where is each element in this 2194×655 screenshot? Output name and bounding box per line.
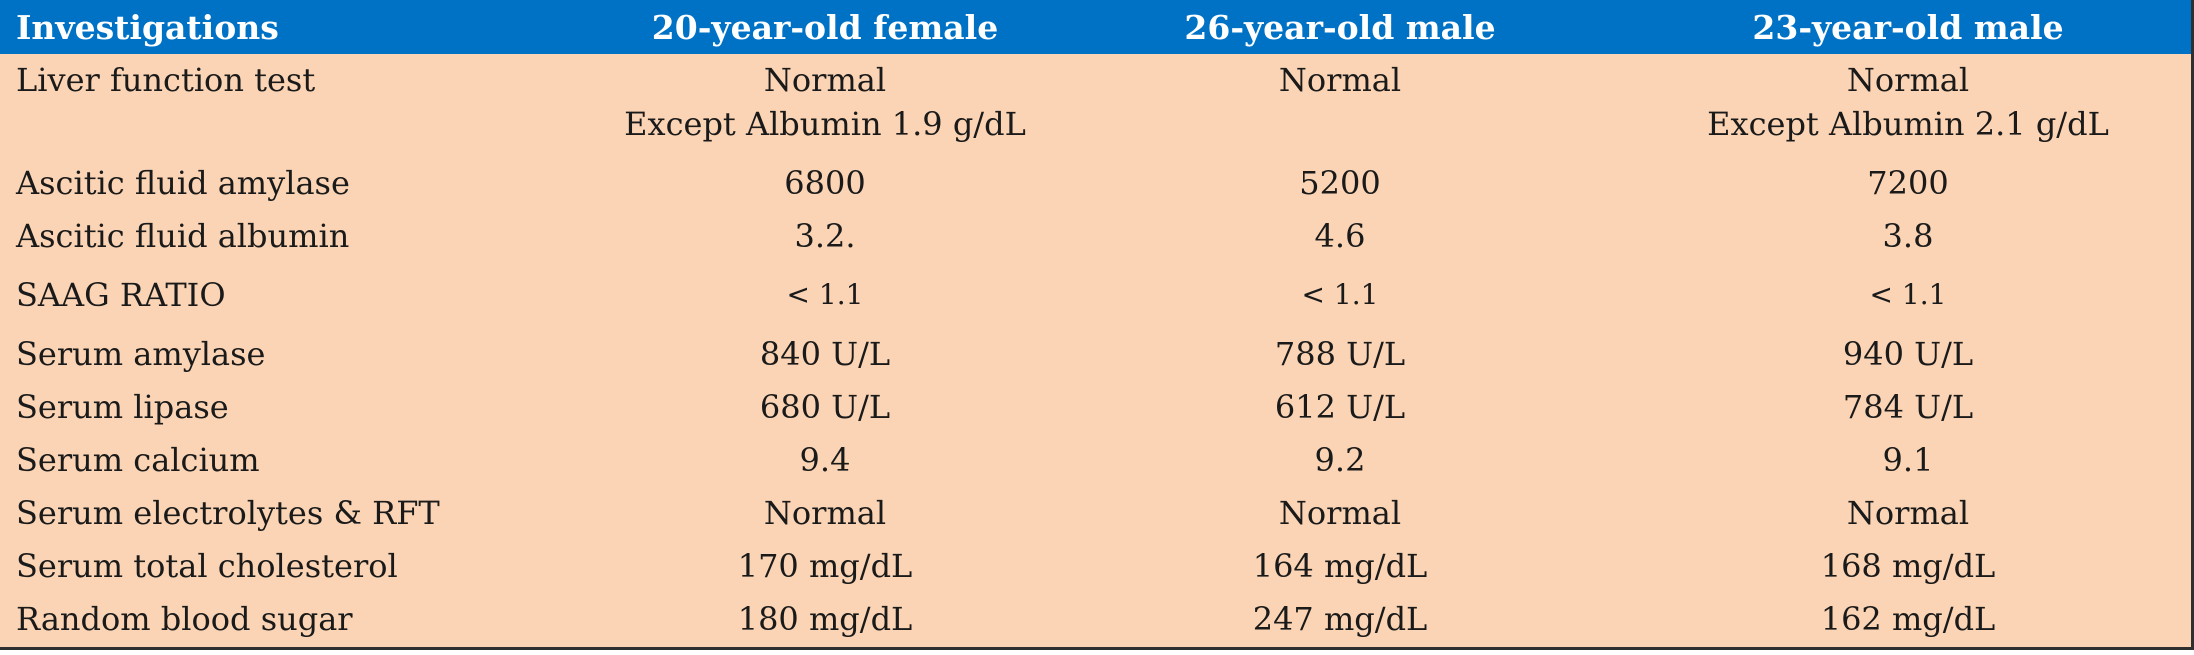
row-label: Ascitic fluid amylase: [16, 163, 350, 202]
table-cell: 940 U/L: [1842, 334, 1974, 373]
cell-line: Normal: [763, 61, 887, 99]
table-cell: 612 U/L: [1274, 387, 1406, 426]
table-row: Serum calcium 9.4 9.2 9.1: [0, 433, 2191, 486]
table-cell: 840 U/L: [759, 334, 891, 373]
header-patient-2: 26-year-old male: [1184, 7, 1496, 47]
row-label: Ascitic fluid albumin: [16, 216, 350, 255]
table-row: SAAG RATIO < 1.1 < 1.1 < 1.1: [0, 262, 2191, 327]
header-patient-3: 23-year-old male: [1752, 7, 2064, 47]
table-row: Serum lipase 680 U/L 612 U/L 784 U/L: [0, 380, 2191, 433]
table-cell: 6800: [784, 163, 866, 202]
table-cell: 3.2.: [794, 216, 856, 255]
cell-line: Normal: [1846, 61, 1970, 99]
table-bottom-rule: [0, 647, 2194, 650]
table-row: Random blood sugar 180 mg/dL 247 mg/dL 1…: [0, 592, 2191, 645]
row-label: Serum electrolytes & RFT: [16, 493, 440, 532]
table-cell: < 1.1: [786, 277, 864, 311]
table-cell: 4.6: [1314, 216, 1366, 255]
table-header-row: Investigations 20-year-old female 26-yea…: [0, 0, 2191, 54]
table-cell: Normal: [1278, 493, 1402, 532]
table-cell: 784 U/L: [1842, 387, 1974, 426]
table-cell: 788 U/L: [1274, 334, 1406, 373]
table-cell: 680 U/L: [759, 387, 891, 426]
table-cell: 7200: [1867, 163, 1949, 202]
table-row: Ascitic fluid albumin 3.2. 4.6 3.8: [0, 209, 2191, 262]
table-cell: < 1.1: [1869, 277, 1947, 311]
table-cell: Normal: [1846, 493, 1970, 532]
table-cell: Normal: [763, 493, 887, 532]
row-label: Random blood sugar: [16, 599, 353, 638]
cell-line: Normal: [1278, 61, 1402, 99]
table-cell: 162 mg/dL: [1820, 599, 1996, 638]
row-label: Serum lipase: [16, 387, 229, 426]
table-cell: 5200: [1299, 163, 1381, 202]
row-label: Serum amylase: [16, 334, 266, 373]
cell-line: Except Albumin 2.1 g/dL: [1707, 105, 2109, 143]
table-cell: 180 mg/dL: [737, 599, 913, 638]
table-cell: Normal Except Albumin 2.1 g/dL: [1625, 54, 2191, 156]
table-cell: 9.2: [1314, 440, 1366, 479]
table-cell: < 1.1: [1301, 277, 1379, 311]
header-investigations: Investigations: [16, 7, 279, 47]
row-label: Serum total cholesterol: [16, 546, 398, 585]
row-label: Liver function test: [16, 61, 316, 99]
table-row: Serum amylase 840 U/L 788 U/L 940 U/L: [0, 327, 2191, 380]
table-cell: 247 mg/dL: [1252, 599, 1428, 638]
row-label: Serum calcium: [16, 440, 260, 479]
table-row: Serum electrolytes & RFT Normal Normal N…: [0, 486, 2191, 539]
table-cell: 3.8: [1882, 216, 1934, 255]
table-cell: 9.4: [799, 440, 851, 479]
table-row: Ascitic fluid amylase 6800 5200 7200: [0, 156, 2191, 209]
table-cell: Normal: [1055, 54, 1625, 156]
table-cell: 168 mg/dL: [1820, 546, 1996, 585]
table-cell: 170 mg/dL: [737, 546, 913, 585]
table-cell: 164 mg/dL: [1252, 546, 1428, 585]
table-row: Serum total cholesterol 170 mg/dL 164 mg…: [0, 539, 2191, 592]
cell-line: Except Albumin 1.9 g/dL: [624, 105, 1026, 143]
table-cell: 9.1: [1882, 440, 1934, 479]
table-row: Liver function test Normal Except Albumi…: [0, 54, 2191, 156]
header-patient-1: 20-year-old female: [651, 7, 999, 47]
row-label: SAAG RATIO: [16, 275, 226, 314]
table-cell: Normal Except Albumin 1.9 g/dL: [595, 54, 1055, 156]
